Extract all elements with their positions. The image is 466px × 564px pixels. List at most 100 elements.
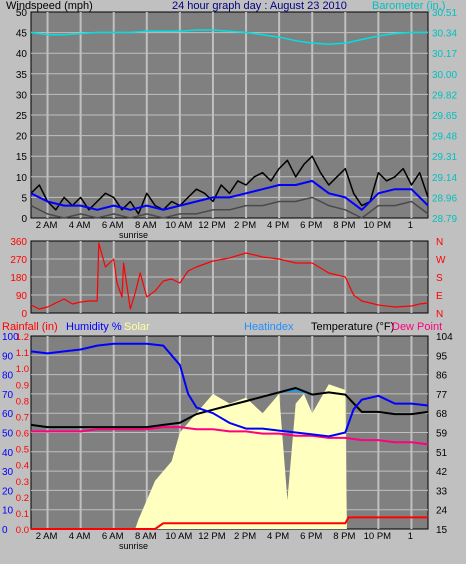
compass-tick-s-2: S [436,273,443,284]
chart-title: 24 hour graph day : August 23 2010 [172,0,347,12]
windspeed-tick-35: 35 [16,70,28,81]
series-humidity [30,342,429,438]
windspeed-tick-10: 10 [16,173,28,184]
compass-tick-w-1: W [436,255,446,266]
x-tick-10-pm: 10 PM [364,531,392,542]
humidity-tick-30: 30 [2,467,14,478]
rain-tick-0-5: 0.5 [16,445,29,456]
barometer-tick-29-48: 29.48 [432,132,457,143]
humidity-tick-100: 100 [2,332,19,343]
barometer-tick-28-79: 28.79 [432,214,457,225]
legend-temperature: Temperature (°F) [311,321,394,333]
x-tick-6-am: 6 AM [102,531,124,542]
x-tick-1: 1 [408,531,413,542]
series-windspeed-minimum [30,196,429,219]
barometer-tick-28-96: 28.96 [432,193,457,204]
rain-tick-0-2: 0.2 [16,493,29,504]
compass-tick-n-4: N [436,309,443,320]
x-tick-12-pm: 12 PM [198,220,226,231]
x-tick-8-am: 8 AM [135,531,157,542]
temperature-tick-33: 33 [436,486,448,497]
rain-tick-0-9: 0.9 [16,380,29,391]
x-tick-6-pm: 6 PM [300,531,322,542]
temperature-tick-77: 77 [436,390,448,401]
humidity-tick-20: 20 [2,486,14,497]
humidity-tick-10: 10 [2,506,14,517]
rain-tick-0-3: 0.3 [16,477,29,488]
temperature-tick-15: 15 [436,525,448,536]
temperature-tick-104: 104 [436,332,453,343]
direction-tick-180: 180 [10,273,27,284]
x-tick-6-am: 6 AM [102,220,124,231]
x-tick-8-pm: 8 PM [333,220,355,231]
x-tick-4-pm: 4 PM [267,531,289,542]
rain-tick-1-1: 1.1 [16,348,29,359]
legend-humidity: Humidity % [66,321,122,333]
rain-tick-0-8: 0.8 [16,396,29,407]
x-tick-8-pm: 8 PM [333,531,355,542]
barometer-tick-30-51: 30.51 [432,8,457,19]
humidity-tick-90: 90 [2,351,14,362]
compass-tick-e-3: E [436,291,443,302]
barometer-tick-29-14: 29.14 [432,173,457,184]
x-tick-4-am: 4 AM [69,531,91,542]
windspeed-axis-label: Windspeed (mph) [6,0,93,12]
barometer-tick-30-34: 30.34 [432,29,457,40]
x-tick-10-am: 10 AM [165,531,192,542]
series-windspeed [30,155,429,215]
windspeed-tick-5: 5 [21,193,27,204]
x-tick-2-am: 2 AM [36,220,58,231]
windspeed-tick-20: 20 [16,132,28,143]
humidity-tick-70: 70 [2,390,14,401]
windspeed-tick-50: 50 [16,8,28,19]
humidity-tick-50: 50 [2,429,14,440]
series-windspeed-average [30,179,429,211]
x-tick-1: 1 [408,220,413,231]
temperature-tick-95: 95 [436,351,448,362]
series-wind-direction [30,242,429,310]
series-solar-area [31,384,428,529]
series-barometer [30,29,428,46]
rain-tick-0-7: 0.7 [16,412,29,423]
direction-tick-360: 360 [10,237,27,248]
barometer-axis-label: Barometer (in.) [372,0,445,12]
x-tick-2-pm: 2 PM [234,531,256,542]
humidity-tick-60: 60 [2,409,14,420]
x-tick-10-pm: 10 PM [364,220,392,231]
rain-tick-0-0: 0.0 [16,525,29,536]
rain-tick-0-6: 0.6 [16,429,29,440]
humidity-tick-0: 0 [2,525,8,536]
direction-tick-0: 0 [21,309,27,320]
x-tick-2-pm: 2 PM [234,220,256,231]
sunrise-label: sunrise [119,541,148,551]
series-rainfall-in [31,516,428,530]
x-tick-10-am: 10 AM [165,220,192,231]
direction-tick-90: 90 [16,291,28,302]
x-tick-4-pm: 4 PM [267,220,289,231]
x-tick-6-pm: 6 PM [300,220,322,231]
legend-heatindex: Heatindex [244,321,294,333]
windspeed-tick-25: 25 [16,111,28,122]
barometer-tick-29-82: 29.82 [432,90,457,101]
rain-tick-0-4: 0.4 [16,461,29,472]
barometer-tick-30-00: 30.00 [432,70,457,81]
direction-tick-270: 270 [10,255,27,266]
sunrise-label: sunrise [119,230,148,240]
temperature-tick-42: 42 [436,467,448,478]
windspeed-tick-15: 15 [16,152,28,163]
windspeed-tick-45: 45 [16,29,28,40]
temperature-tick-59: 59 [436,429,448,440]
humidity-tick-40: 40 [2,448,14,459]
x-tick-8-am: 8 AM [135,220,157,231]
barometer-tick-29-31: 29.31 [432,152,457,163]
legend-dewpoint: Dew Point [392,321,442,333]
legend-rainfall: Rainfall (in) [2,321,58,333]
legend-solar: Solar [124,321,150,333]
rain-tick-0-1: 0.1 [16,509,29,520]
temperature-tick-51: 51 [436,448,448,459]
compass-tick-n-0: N [436,237,443,248]
x-tick-12-pm: 12 PM [198,531,226,542]
windspeed-tick-40: 40 [16,49,28,60]
rain-tick-1-2: 1.2 [16,332,29,343]
